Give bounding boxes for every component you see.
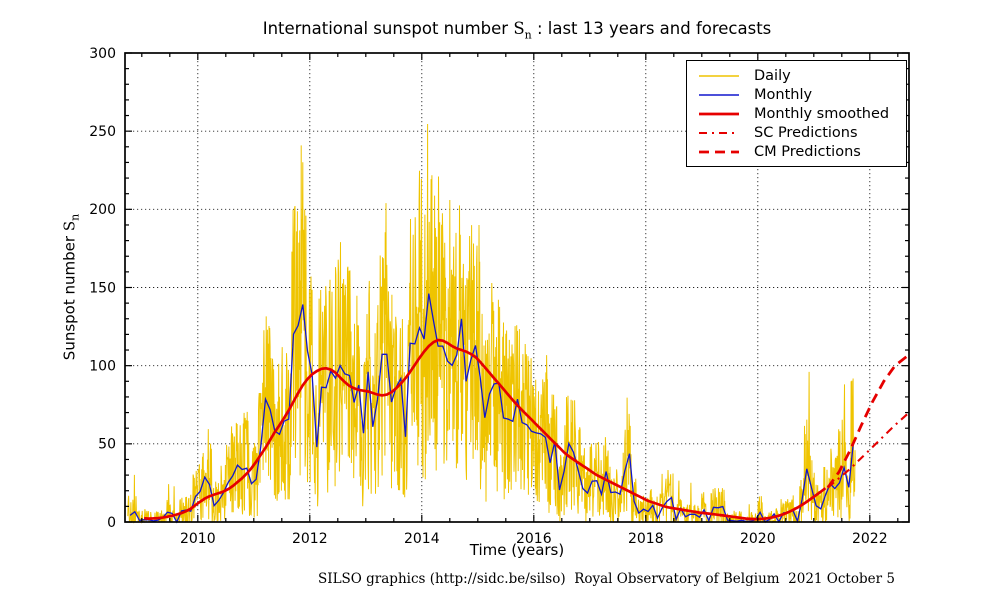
svg-text:2022: 2022 <box>852 531 888 547</box>
svg-text:2016: 2016 <box>516 531 552 547</box>
legend-item-monthly: Monthly <box>697 86 902 105</box>
chart-title-suffix: : last 13 years and forecasts <box>531 19 772 38</box>
legend-label: CM Predictions <box>754 143 861 160</box>
figure-caption: SILSO graphics (http://sidc.be/silso) Ro… <box>318 571 895 587</box>
legend-label: Monthly <box>754 87 813 104</box>
svg-text:2020: 2020 <box>740 531 776 547</box>
y-axis-sn-symbol: S <box>60 220 79 232</box>
legend-item-cm-predictions: CM Predictions <box>697 142 902 161</box>
svg-text:2014: 2014 <box>404 531 440 547</box>
chart-title-text: International sunspot number <box>262 19 514 38</box>
legend-item-monthly-smoothed: Monthly smoothed <box>697 105 902 124</box>
svg-text:2012: 2012 <box>292 531 328 547</box>
legend: Daily Monthly Monthly smoothed SC Predic… <box>686 60 907 167</box>
svg-text:50: 50 <box>98 437 116 453</box>
svg-text:0: 0 <box>107 515 116 531</box>
svg-text:100: 100 <box>89 359 116 375</box>
legend-label: SC Predictions <box>754 124 858 141</box>
legend-item-daily: Daily <box>697 67 902 86</box>
cm-prediction-line-sample-icon <box>699 150 739 153</box>
smoothed-line-sample-icon <box>699 112 739 116</box>
svg-text:2018: 2018 <box>628 531 664 547</box>
x-axis-label: Time (years) <box>469 541 565 559</box>
svg-text:200: 200 <box>89 202 116 218</box>
svg-text:2010: 2010 <box>180 531 216 547</box>
chart-title: International sunspot number Sn : last 1… <box>125 19 909 41</box>
svg-text:150: 150 <box>89 280 116 296</box>
sn-symbol: S <box>513 19 525 38</box>
legend-label: Daily <box>754 68 791 85</box>
legend-item-sc-predictions: SC Predictions <box>697 123 902 142</box>
svg-text:300: 300 <box>89 46 116 62</box>
monthly-line-sample-icon <box>699 94 739 96</box>
sn-subscript: n <box>524 28 532 42</box>
sc-prediction-line-sample-icon <box>699 131 739 134</box>
y-axis-label: Sunspot number Sn <box>61 214 82 360</box>
legend-label: Monthly smoothed <box>754 105 890 122</box>
svg-text:250: 250 <box>89 124 116 140</box>
y-axis-sn-subscript: n <box>68 213 82 221</box>
y-axis-label-text: Sunspot number <box>60 231 79 361</box>
daily-line-sample-icon <box>699 75 739 78</box>
